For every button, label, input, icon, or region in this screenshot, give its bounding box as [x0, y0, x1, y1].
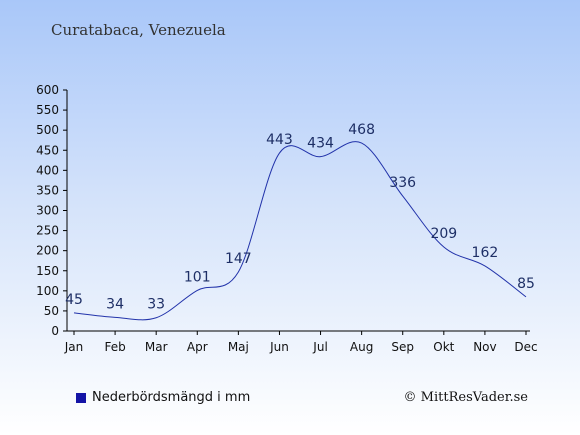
data-label: 34 — [106, 296, 124, 312]
chart-title: Curatabaca, Venezuela — [51, 21, 226, 39]
y-tick-label: 250 — [36, 224, 59, 238]
y-tick-label: 0 — [51, 324, 59, 338]
y-tick-label: 400 — [36, 163, 59, 177]
series-line — [73, 141, 527, 321]
data-label: 468 — [348, 122, 375, 138]
data-label: 443 — [266, 132, 293, 148]
copyright-text: © MittResVader.se — [403, 390, 528, 405]
y-tick-label: 600 — [36, 83, 59, 97]
x-tick-label: Nov — [473, 340, 496, 354]
data-label: 101 — [184, 269, 211, 285]
x-tick-label: Apr — [187, 340, 208, 354]
legend: Nederbördsmängd i mm — [76, 390, 250, 405]
data-label: 45 — [65, 292, 83, 308]
y-tick-label: 350 — [36, 183, 59, 197]
y-tick-label: 450 — [36, 143, 59, 157]
y-tick-label: 50 — [44, 304, 59, 318]
y-tick-label: 500 — [36, 123, 59, 137]
legend-swatch — [76, 392, 86, 403]
data-label: 147 — [225, 251, 252, 267]
y-tick-label: 100 — [36, 284, 59, 298]
data-label: 162 — [472, 245, 499, 261]
y-tick-label: 300 — [36, 204, 59, 218]
x-tick-label: Jun — [269, 340, 289, 354]
data-label: 85 — [517, 276, 535, 292]
data-label: 209 — [430, 226, 457, 242]
x-tick-label: Jul — [312, 340, 327, 354]
x-tick-label: Aug — [350, 340, 373, 354]
data-label: 434 — [307, 136, 334, 152]
x-tick-label: Okt — [433, 340, 454, 354]
data-label: 33 — [147, 297, 165, 313]
y-tick-label: 200 — [36, 244, 59, 258]
x-tick-label: Feb — [104, 340, 125, 354]
data-label: 336 — [389, 175, 416, 191]
x-tick-label: Mar — [145, 340, 168, 354]
y-tick-label: 150 — [36, 264, 59, 278]
x-tick-label: Maj — [228, 340, 249, 354]
y-tick-label: 550 — [36, 103, 59, 117]
x-tick-label: Jan — [64, 340, 84, 354]
x-tick-label: Dec — [514, 340, 537, 354]
legend-label: Nederbördsmängd i mm — [92, 390, 251, 405]
x-tick-label: Sep — [391, 340, 414, 354]
